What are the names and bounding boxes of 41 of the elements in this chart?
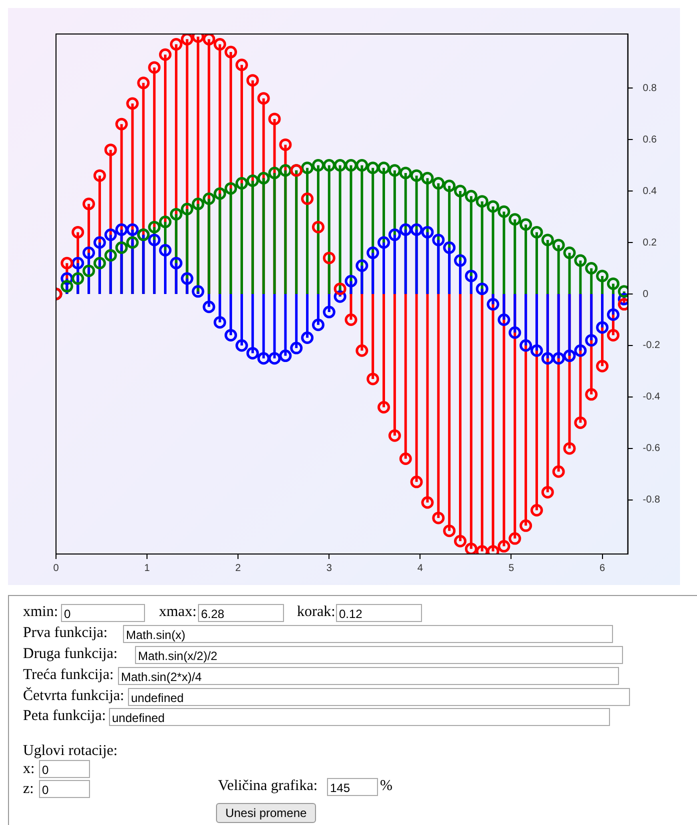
x-tick-label: 3 bbox=[326, 562, 332, 574]
y-tick-label: 0.2 bbox=[642, 237, 658, 248]
text: Treća funkcija: bbox=[23, 667, 114, 684]
y-tick-label: 0.8 bbox=[642, 82, 658, 94]
y-tick-label: -0.6 bbox=[642, 443, 660, 454]
text: 0 bbox=[39, 780, 90, 798]
text: xmin: bbox=[23, 604, 58, 621]
text: % bbox=[380, 778, 392, 795]
text: Math.sin(x/2)/2 bbox=[135, 646, 623, 664]
text: 0 bbox=[39, 760, 90, 778]
y-tick-label: 0 bbox=[642, 288, 649, 300]
x-tick-label: 0 bbox=[53, 562, 60, 574]
text: 0 bbox=[61, 604, 145, 622]
text: Math.sin(2*x)/4 bbox=[118, 667, 619, 685]
text: z: bbox=[23, 781, 34, 798]
text: Druga funkcija: bbox=[23, 646, 118, 663]
x-tick-label: 2 bbox=[235, 562, 242, 574]
text: Veličina grafika: bbox=[218, 778, 318, 795]
text: undefined bbox=[109, 708, 610, 726]
text: Prva funkcija: bbox=[23, 625, 108, 642]
text: Uglovi rotacije: bbox=[23, 743, 118, 760]
x-tick-label: 6 bbox=[599, 562, 606, 574]
y-tick-label: 0.6 bbox=[642, 134, 658, 146]
text: 0.12 bbox=[336, 604, 422, 622]
text: xmax: bbox=[159, 604, 196, 621]
text: undefined bbox=[128, 688, 630, 706]
x-tick-label: 5 bbox=[508, 562, 514, 574]
y-tick-label: -0.4 bbox=[642, 392, 660, 403]
text: Četvrta funkcija: bbox=[23, 688, 124, 705]
y-tick-label: -0.2 bbox=[642, 340, 660, 352]
x-tick-label: 1 bbox=[144, 562, 150, 574]
text: x: bbox=[23, 761, 35, 778]
text: Unesi promene bbox=[216, 803, 316, 823]
x-tick-label: 4 bbox=[417, 562, 424, 574]
text: Math.sin(x) bbox=[123, 625, 613, 643]
y-tick-label: -0.8 bbox=[642, 494, 660, 506]
text: korak: bbox=[297, 604, 336, 621]
text: Peta funkcija: bbox=[23, 708, 106, 725]
text: 145 bbox=[327, 778, 378, 796]
text: 6.28 bbox=[198, 604, 284, 622]
y-tick-label: 0.4 bbox=[642, 186, 658, 197]
